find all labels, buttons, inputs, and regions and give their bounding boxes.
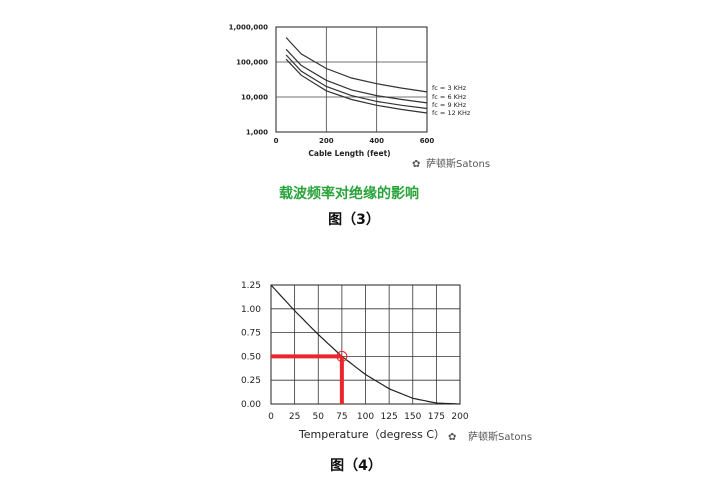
figure3-title: 载波频率对绝缘的影响	[279, 185, 419, 202]
x-tick-label: 0	[268, 412, 274, 422]
y-tick-label: 0.00	[241, 400, 261, 410]
series-line	[270, 284, 461, 405]
y-tick-label: 1,000	[246, 129, 268, 137]
series-line	[285, 48, 428, 104]
x-tick-label: 50	[313, 412, 325, 422]
x-tick-label: 175	[428, 412, 445, 422]
x-tick-label: 25	[289, 412, 300, 422]
y-tick-label: 1.00	[241, 305, 261, 315]
series-line	[285, 58, 428, 114]
y-tick-label: 0.50	[241, 352, 261, 362]
annotation-marker	[336, 350, 348, 362]
y-tick-label: 10,000	[241, 94, 268, 102]
x-axis-label: Cable Length (feet)	[308, 149, 390, 158]
series-line	[285, 37, 428, 93]
figure4-caption: 图（4）	[330, 458, 382, 474]
figure3-caption: 图（3）	[328, 212, 380, 228]
x-tick-label: 0	[274, 137, 279, 145]
chart-cable-length: 0 200 400 600 1,000 10,000 100,000 1,000,000 Cab…	[229, 24, 471, 159]
x-tick-label: 200	[451, 412, 468, 422]
plot-frame	[275, 26, 428, 133]
y-tick-label: 1.25	[241, 281, 261, 291]
y-tick-label: 1,000,000	[229, 24, 269, 32]
watermark-text-2: 萨顿斯Satons	[468, 430, 532, 443]
y-tick-label: 0.25	[241, 376, 261, 386]
x-tick-label: 125	[381, 412, 398, 422]
x-tick-label: 600	[420, 137, 435, 145]
x-tick-label: 400	[369, 137, 384, 145]
chart-temperature: 0 25 50 75 100 125 150 175 200 0.00 0.25 0.50 0.75 1.…	[241, 281, 469, 441]
legend-entry: fc = 12 KHz	[432, 109, 471, 117]
x-tick-label: 75	[336, 412, 347, 422]
x-tick-label: 150	[404, 412, 421, 422]
watermark-icon: ✿	[448, 432, 456, 443]
x-tick-label: 200	[319, 137, 334, 145]
x-axis-label: Temperature（degress C）	[298, 428, 445, 441]
y-tick-label: 0.75	[241, 329, 261, 339]
y-tick-label: 100,000	[236, 59, 268, 67]
legend-entry: fc = 6 KHz	[432, 93, 467, 101]
legend-entry: fc = 3 KHz	[432, 84, 467, 92]
series-line	[285, 54, 428, 110]
watermark-icon: ✿	[412, 159, 420, 170]
x-tick-label: 100	[357, 412, 374, 422]
watermark-text-1: 萨顿斯Satons	[426, 157, 490, 170]
legend-entry: fc = 9 KHz	[432, 101, 467, 109]
